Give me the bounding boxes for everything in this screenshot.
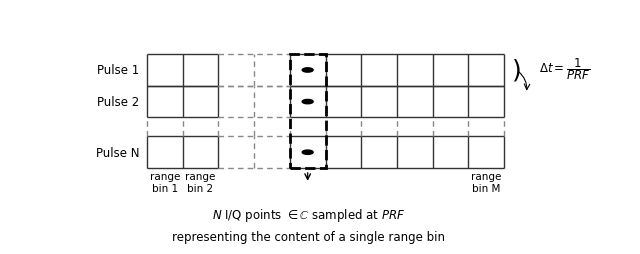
Circle shape <box>302 69 313 73</box>
Circle shape <box>302 100 313 104</box>
Text: representing the content of a single range bin: representing the content of a single ran… <box>172 230 445 243</box>
Text: ): ) <box>511 59 521 83</box>
Text: Pulse 1: Pulse 1 <box>97 64 140 77</box>
Circle shape <box>302 150 313 155</box>
Text: Pulse 2: Pulse 2 <box>97 96 140 109</box>
Text: $N$ I/Q points $\in \mathbb{C}$ sampled at $\mathit{PRF}$: $N$ I/Q points $\in \mathbb{C}$ sampled … <box>212 207 404 224</box>
Bar <box>290 55 326 168</box>
Text: Pulse N: Pulse N <box>96 146 140 159</box>
Text: $\Delta t = \dfrac{1}{\mathit{PRF}}$: $\Delta t = \dfrac{1}{\mathit{PRF}}$ <box>539 56 590 82</box>
Text: range
bin 2: range bin 2 <box>186 171 216 193</box>
Text: range
bin M: range bin M <box>471 171 501 193</box>
Text: range
bin 1: range bin 1 <box>150 171 180 193</box>
